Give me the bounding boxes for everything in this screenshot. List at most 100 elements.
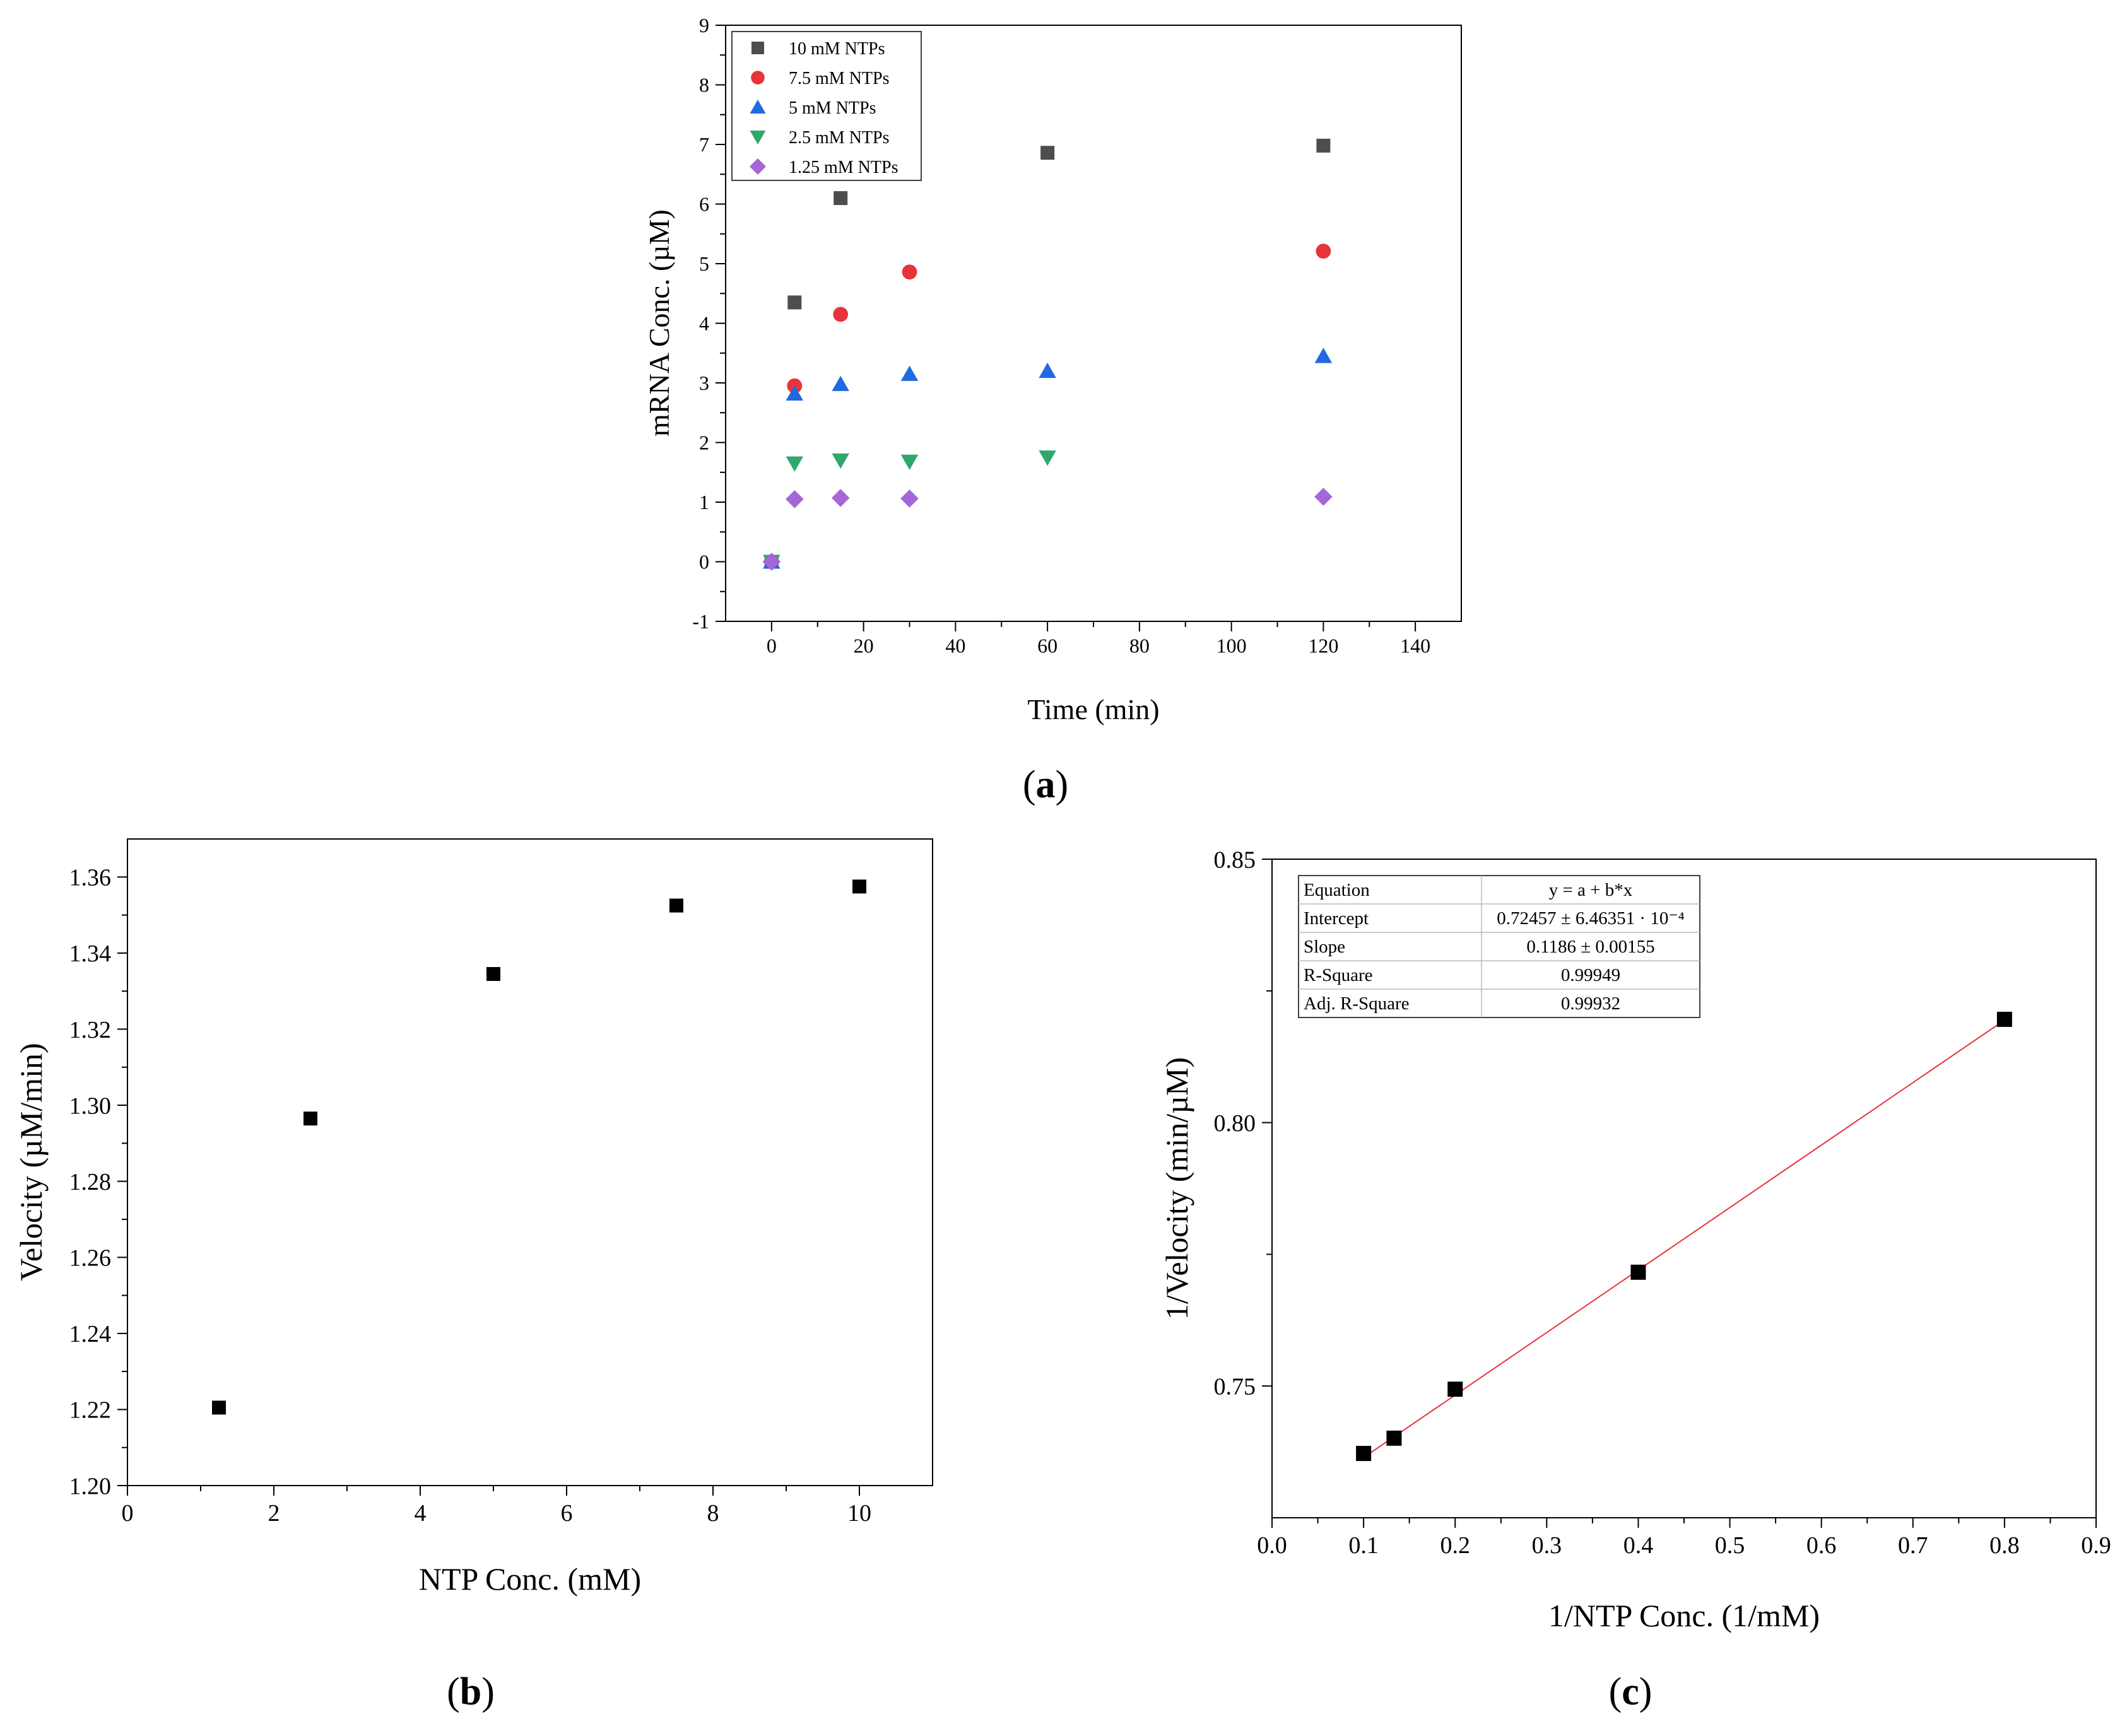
panel-b-y-tick-label: 1.26 [69,1245,112,1272]
legend-marker [750,158,766,175]
panel-c-x-tick-label: 0.0 [1257,1532,1287,1559]
panel-b-x-tick-label: 4 [415,1500,427,1527]
data-point [832,375,849,391]
data-point [212,1400,226,1415]
data-point [1039,362,1056,378]
panel-b-series [212,879,866,1415]
panel-a-x-tick-label: 100 [1217,635,1247,657]
legend-marker [751,71,765,85]
data-point [900,365,919,381]
panel-a-x-tick-label: 140 [1400,635,1430,657]
panel-a-series [762,138,1333,571]
fit-table-frame [1298,875,1700,1018]
panel-a-y-tick-label: 8 [699,74,709,97]
data-point [833,307,849,322]
panel-b-y-tick-label: 1.30 [69,1093,112,1119]
panel-c-x-tick-label: 0.6 [1806,1532,1837,1559]
panel-c-fit-line [1363,1019,2005,1458]
data-point [1040,146,1055,160]
panel-a-y-tick-label: 2 [699,431,709,454]
panel-a-y-tick-label: 9 [699,14,709,37]
panel-c-series [1356,1011,2012,1462]
panel-b-x-tick-label: 0 [122,1500,134,1527]
panel-a-y-tick-label: 1 [699,491,709,513]
panel-a-y-tick-label: -1 [692,610,709,633]
data-point [1630,1264,1646,1280]
fit-table-label: R-Square [1304,965,1373,985]
panel-a-y-label: mRNA Conc. (µM) [643,209,675,437]
panel-c-ticks: 0.0 0.1 0.2 0.3 0.4 0.5 0.6 0.7 0.8 0.9 0.75 0.80 0.… [1214,847,2111,1559]
panel-c-x-label: 1/NTP Conc. (1/mM) [1548,1598,1820,1633]
panel-b-caption: (b) [447,1670,495,1713]
data-point [786,490,804,508]
panel-a-x-tick-label: 80 [1129,635,1150,657]
data-point [1314,488,1333,506]
panel-b-y-tick-label: 1.22 [69,1397,112,1424]
panel-b-plot-frame [127,838,933,1486]
panel-b-x-label: NTP Conc. (mM) [419,1561,641,1597]
legend-marker [751,42,764,54]
data-point [786,456,804,472]
legend-label: 5 mM NTPs [789,98,876,118]
data-point [1316,243,1331,259]
fit-table-value: 0.99932 [1561,994,1620,1014]
data-point [1316,138,1331,153]
data-point [831,489,850,507]
panel-c-chart: 0.0 0.1 0.2 0.3 0.4 0.5 0.6 0.7 0.8 0.9 0.75 0.80 0.… [1159,847,2111,1713]
legend-marker [750,131,766,144]
panel-a-y-tick-label: 0 [699,551,709,573]
data-point [832,453,849,469]
fit-line [1363,1019,2005,1458]
fit-table-label: Slope [1304,937,1345,957]
data-point [1447,1381,1463,1397]
data-point [303,1111,317,1126]
panel-b-y-tick-label: 1.36 [69,865,112,891]
panel-a-y-tick-label: 7 [699,133,709,156]
data-point [486,967,500,982]
panel-c-y-label: 1/Velocity (min/µM) [1159,1057,1194,1320]
fit-table-label: Intercept [1304,908,1369,929]
panel-a-chart: 0 20 40 60 80 100 120 140 -1 0 1 2 3 4 5 6 7 8 9 10 mM NTP… [643,14,1462,806]
data-point [669,898,683,913]
legend-label: 7.5 mM NTPs [789,69,889,88]
panel-a-x-tick-label: 120 [1308,635,1338,657]
data-point [900,454,919,470]
panel-a-x-tick-label: 20 [854,635,874,657]
panel-b-ticks: 0 2 4 6 8 10 1.20 1.22 1.24 1.26 1.28 1.30 1.32 1.34 1… [69,865,872,1527]
data-point [1386,1430,1402,1446]
data-point [762,553,781,571]
data-point [1314,348,1333,363]
fit-table-value: 0.99949 [1561,965,1620,985]
panel-b-x-tick-label: 10 [847,1500,871,1527]
panel-a-legend-box [731,31,922,181]
panel-a-y-tick-label: 5 [699,252,709,275]
panel-c-y-tick-label: 0.75 [1214,1374,1256,1400]
panel-a-x-label: Time (min) [1027,693,1159,725]
panel-a-x-tick-label: 0 [767,635,777,657]
panel-c-x-tick-label: 0.8 [1989,1532,2020,1559]
panel-b-y-tick-label: 1.32 [69,1017,112,1043]
panel-b-y-tick-label: 1.28 [69,1169,112,1195]
panel-b-x-tick-label: 2 [268,1500,280,1527]
panel-c-x-tick-label: 0.5 [1715,1532,1745,1559]
data-point [834,191,848,206]
panel-b-y-tick-label: 1.24 [69,1321,112,1347]
panel-b-chart: 0 2 4 6 8 10 1.20 1.22 1.24 1.26 1.28 1.30 1.32 1.34 1… [13,838,933,1713]
panel-a-caption: (a) [1023,763,1068,806]
panel-a-ticks: 0 20 40 60 80 100 120 140 -1 0 1 2 3 4 5 6 7 8 9 [692,14,1430,657]
panel-a-caption-letter: a [1036,763,1056,806]
fit-table-label: Equation [1304,880,1370,900]
panel-c-x-tick-label: 0.3 [1532,1532,1562,1559]
panel-c-y-tick-label: 0.85 [1214,847,1256,873]
panel-b-y-tick-label: 1.34 [69,941,112,967]
panel-b-caption-letter: b [460,1670,481,1713]
panel-c-x-tick-label: 0.1 [1348,1532,1379,1559]
panel-c-x-tick-label: 0.9 [2081,1532,2111,1559]
legend-label: 10 mM NTPs [789,39,885,59]
panel-c-x-tick-label: 0.2 [1440,1532,1470,1559]
legend-label: 1.25 mM NTPs [789,158,898,177]
data-point [900,490,919,508]
panel-a-x-tick-label: 60 [1037,635,1058,657]
panel-b-y-tick-label: 1.20 [69,1473,112,1499]
